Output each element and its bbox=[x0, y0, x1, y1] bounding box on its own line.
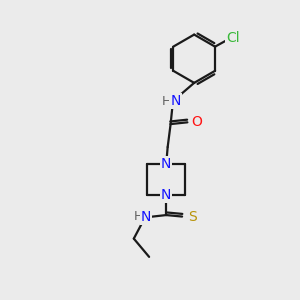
Text: N: N bbox=[161, 157, 171, 171]
Text: O: O bbox=[191, 115, 202, 129]
Text: N: N bbox=[170, 94, 181, 108]
Text: H: H bbox=[162, 94, 171, 108]
Text: Cl: Cl bbox=[226, 32, 240, 45]
Text: S: S bbox=[188, 209, 197, 224]
Text: N: N bbox=[141, 210, 152, 224]
Text: H: H bbox=[134, 210, 143, 223]
Text: N: N bbox=[161, 188, 171, 202]
